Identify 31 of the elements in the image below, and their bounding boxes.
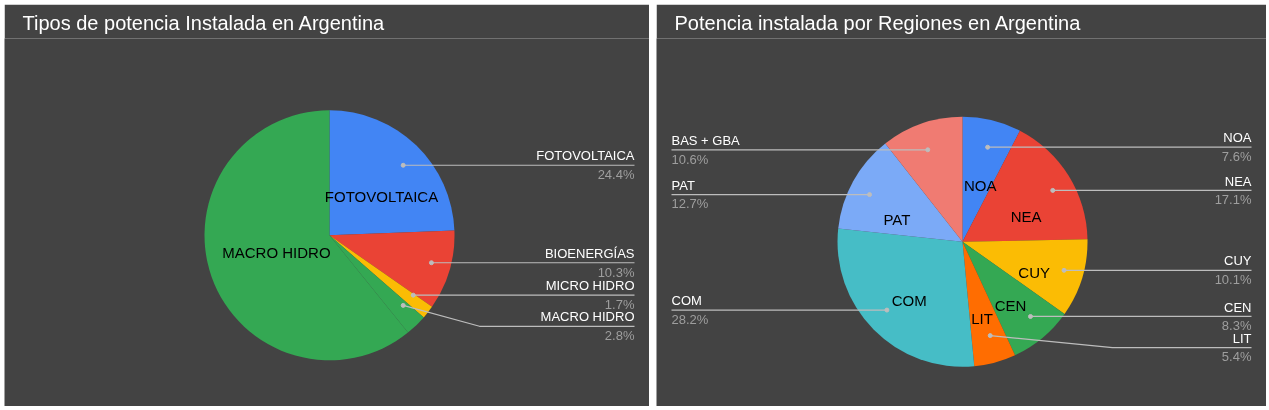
slice-label: MACRO HIDRO bbox=[222, 243, 331, 261]
data-label: 5.4% bbox=[1221, 349, 1252, 365]
data-label: 17.1% bbox=[1214, 192, 1252, 208]
data-label: 7.6% bbox=[1221, 149, 1252, 165]
chart-title: Tipos de potencia Instalada en Argentina bbox=[22, 11, 386, 34]
text: NEA bbox=[1010, 207, 1042, 225]
data-label: 12.7% bbox=[671, 196, 709, 212]
text: COM bbox=[891, 292, 927, 310]
data-label: 10.1% bbox=[1214, 272, 1252, 288]
slice-label: MACRO HIDRO bbox=[540, 309, 635, 325]
slice-label: PAT bbox=[671, 177, 695, 193]
slice-label: BIOENERGÍAS bbox=[544, 245, 635, 261]
text: CEN bbox=[994, 296, 1027, 314]
slice-label: BAS + GBA bbox=[671, 132, 741, 148]
data-label: 10.6% bbox=[671, 151, 709, 167]
data-label: 2.8% bbox=[604, 328, 635, 344]
text: CUY bbox=[1018, 264, 1051, 282]
data-label: 24.4% bbox=[597, 167, 635, 183]
slice-label: CUY bbox=[1224, 253, 1252, 269]
data-label: 10.3% bbox=[597, 264, 635, 280]
slice-label: MICRO HIDRO bbox=[545, 278, 635, 294]
slice-label: NEA bbox=[1224, 173, 1252, 189]
data-label: 1.7% bbox=[604, 297, 635, 312]
text: PAT bbox=[883, 210, 911, 228]
slice-label: FOTOVOLTAICA bbox=[536, 148, 635, 164]
slice-label: COM bbox=[671, 293, 702, 309]
chart-title: Potencia instalada por Regiones en Argentina bbox=[674, 11, 1082, 34]
slice-label: NOA bbox=[1223, 130, 1252, 146]
slice-label: CEN bbox=[1224, 299, 1252, 315]
data-label: 28.2% bbox=[671, 311, 709, 327]
text: LIT bbox=[971, 310, 993, 328]
